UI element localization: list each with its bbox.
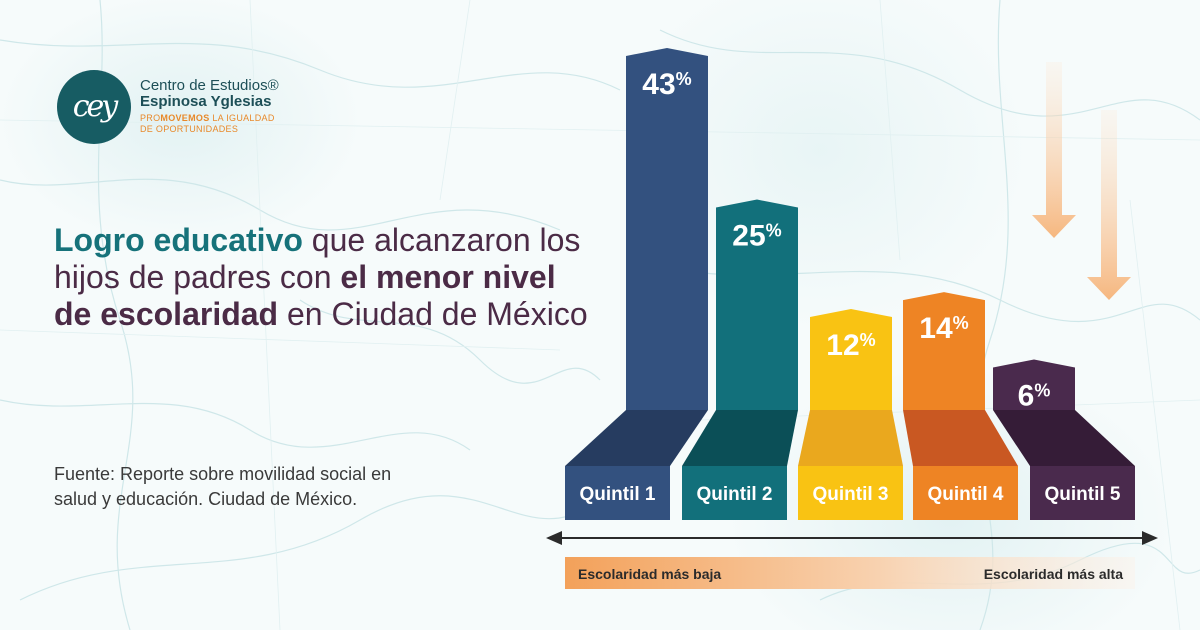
down-arrow-icon bbox=[1032, 62, 1076, 238]
headline: Logro educativo que alcanzaron los hijos… bbox=[54, 222, 594, 333]
bar bbox=[993, 359, 1075, 410]
bar bbox=[810, 308, 892, 410]
down-arrow-icon bbox=[1087, 110, 1131, 300]
quintile-label: Quintil 4 bbox=[928, 484, 1004, 505]
quintile-block bbox=[1030, 466, 1135, 520]
tagline-bold: MOVEMOS bbox=[160, 113, 210, 123]
quintile-label: Quintil 3 bbox=[813, 484, 889, 505]
arrow-left-icon bbox=[546, 531, 562, 545]
bar-value-label: 12% bbox=[826, 329, 875, 362]
bar-value-label: 14% bbox=[919, 312, 968, 345]
scale-gradient-bar bbox=[565, 557, 1135, 589]
headline-part-4: en Ciudad de México bbox=[278, 296, 588, 332]
tagline-rest: LA IGUALDAD bbox=[209, 113, 275, 123]
logo-line-1: Centro de Estudios® bbox=[140, 77, 279, 94]
headline-part-1: Logro educativo bbox=[54, 222, 303, 258]
bar bbox=[626, 48, 708, 410]
logo-badge bbox=[57, 70, 131, 144]
quintile-block bbox=[913, 466, 1018, 520]
tagline-line-2: DE OPORTUNIDADES bbox=[140, 124, 239, 134]
arrow-right-icon bbox=[1142, 531, 1158, 545]
quintile-label: Quintil 1 bbox=[580, 484, 656, 505]
quintile-block bbox=[682, 466, 787, 520]
bar-shelf bbox=[682, 410, 798, 466]
tagline-prefix: PRO bbox=[140, 113, 161, 123]
bar bbox=[716, 199, 798, 410]
logo-tagline: PROMOVEMOS LA IGUALDAD DE OPORTUNIDADES bbox=[140, 113, 279, 135]
bar bbox=[903, 292, 985, 410]
bar-value-label: 43% bbox=[642, 68, 691, 101]
scale-label-low: Escolaridad más baja bbox=[578, 566, 721, 582]
scale-label-high: Escolaridad más alta bbox=[984, 566, 1124, 582]
bar-value-label: 25% bbox=[732, 220, 781, 253]
bar-shelf bbox=[798, 410, 903, 466]
quintile-block bbox=[798, 466, 903, 520]
logo-letters: cey bbox=[72, 89, 119, 124]
bar-shelf bbox=[993, 410, 1135, 466]
quintile-label: Quintil 2 bbox=[697, 484, 773, 505]
source-note: Fuente: Reporte sobre movilidad social e… bbox=[54, 464, 392, 509]
headline-part-2: que alcanzaron los hijos de padres con bbox=[54, 222, 581, 295]
bar-value-label: 6% bbox=[1018, 379, 1051, 412]
logo-line-2: Espinosa Yglesias bbox=[140, 93, 272, 110]
bar-shelf bbox=[903, 410, 1018, 466]
bar-shelf bbox=[565, 410, 708, 466]
quintile-block bbox=[565, 466, 670, 520]
logo-wordmark: Centro de Estudios® Espinosa Yglesias PR… bbox=[140, 78, 279, 135]
headline-part-3: el menor nivel de escolaridad bbox=[54, 259, 556, 332]
quintile-label: Quintil 5 bbox=[1045, 484, 1121, 505]
